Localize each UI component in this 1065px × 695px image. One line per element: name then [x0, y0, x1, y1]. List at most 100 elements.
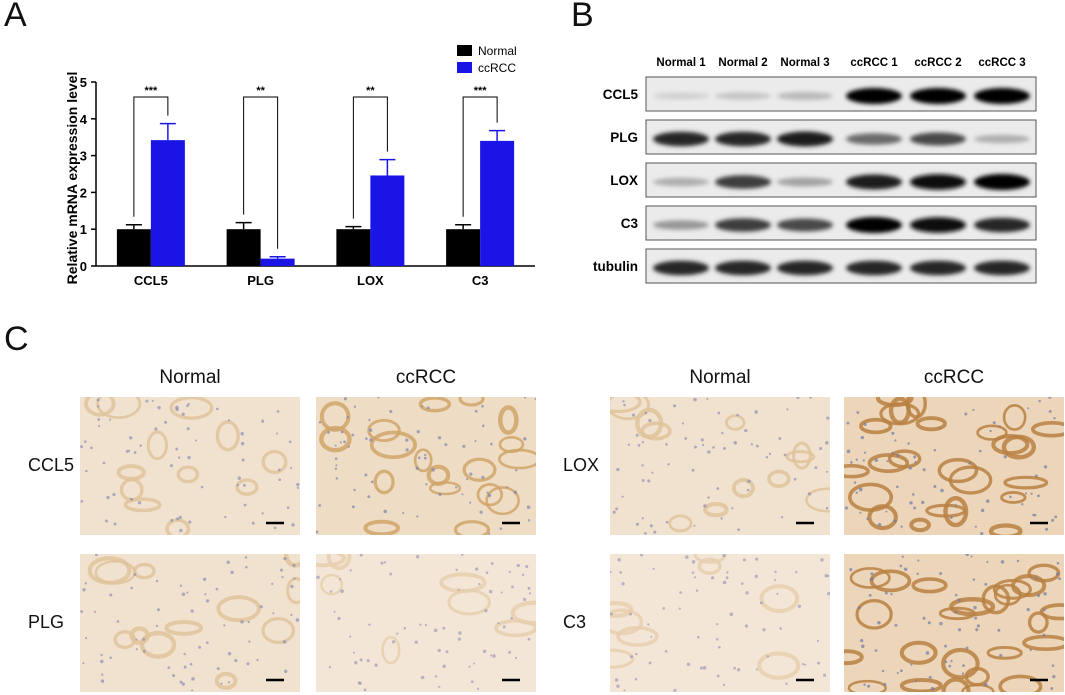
tubule: [976, 424, 1008, 441]
nucleus: [695, 589, 699, 592]
nucleus: [339, 578, 342, 581]
tubule: [792, 441, 812, 470]
tubule: [413, 448, 433, 473]
nucleus: [169, 464, 174, 468]
nucleus: [367, 495, 371, 499]
nucleus: [223, 624, 226, 627]
nucleus: [142, 649, 146, 653]
lane-label: ccRCC 1: [850, 57, 898, 69]
nucleus: [824, 574, 829, 578]
nucleus: [186, 404, 189, 408]
nucleus: [100, 679, 105, 683]
nucleus: [488, 532, 491, 535]
nucleus: [245, 565, 248, 569]
nucleus: [96, 398, 100, 402]
nucleus: [774, 578, 777, 581]
nucleus: [181, 412, 185, 416]
nucleus: [766, 655, 770, 658]
nucleus: [1009, 495, 1012, 499]
blot-band: [653, 92, 709, 100]
nucleus: [706, 397, 709, 400]
tubule: [1022, 634, 1064, 652]
nucleus: [720, 517, 723, 520]
nucleus: [206, 641, 209, 644]
blot-band: [777, 218, 833, 232]
nucleus: [236, 483, 239, 487]
nucleus: [508, 650, 512, 654]
nucleus: [1043, 592, 1047, 596]
nucleus: [181, 682, 185, 686]
bar-ccrcc-ccl5: [150, 140, 185, 266]
nucleus: [723, 446, 726, 450]
nucleus: [473, 662, 476, 665]
nucleus: [278, 478, 282, 482]
nucleus: [272, 612, 275, 615]
nucleus: [514, 656, 518, 660]
bar-normal-plg: [226, 229, 261, 266]
nucleus: [985, 499, 990, 503]
tubule: [1003, 475, 1049, 490]
nucleus: [286, 506, 290, 510]
tubule: [925, 503, 967, 518]
nucleus: [954, 610, 958, 614]
nucleus: [1037, 594, 1041, 598]
nucleus: [186, 591, 189, 594]
nucleus: [492, 654, 496, 658]
nucleus: [1003, 455, 1007, 459]
nucleus: [619, 571, 623, 574]
nucleus: [617, 558, 621, 562]
blot-band: [653, 220, 709, 230]
nucleus: [712, 446, 715, 449]
nucleus: [151, 399, 154, 402]
nucleus: [242, 483, 246, 487]
tubule: [731, 478, 755, 499]
blot-band: [715, 92, 771, 100]
x-tick-label: LOX: [357, 273, 384, 288]
nucleus: [461, 493, 464, 496]
nucleus: [849, 568, 853, 572]
nucleus: [629, 655, 634, 659]
nucleus: [179, 528, 183, 533]
nucleus: [890, 592, 893, 596]
y-tick-label: 3: [80, 149, 87, 164]
nucleus: [1051, 664, 1055, 667]
nucleus: [901, 555, 904, 558]
blot-strip: [645, 248, 1037, 284]
tubule: [510, 600, 536, 626]
x-tick-label: CCL5: [134, 273, 168, 288]
nucleus: [290, 466, 293, 470]
nucleus: [200, 485, 204, 489]
nucleus: [109, 656, 113, 660]
nucleus: [241, 458, 245, 462]
nucleus: [693, 397, 697, 402]
nucleus: [176, 517, 180, 521]
ihc-column-header: Normal: [689, 367, 751, 388]
nucleus: [869, 577, 874, 581]
nucleus: [678, 607, 681, 610]
nucleus: [877, 522, 882, 527]
nucleus: [438, 492, 442, 496]
nucleus: [703, 504, 707, 508]
nucleus: [644, 411, 648, 415]
nucleus: [825, 441, 829, 445]
nucleus: [954, 593, 958, 597]
nucleus: [992, 421, 996, 425]
nucleus: [129, 436, 133, 440]
ihc-column-header: ccRCC: [923, 367, 985, 388]
tubule: [859, 417, 893, 435]
nucleus: [939, 571, 943, 575]
nucleus: [339, 441, 342, 444]
nucleus: [499, 527, 503, 530]
nucleus: [964, 412, 968, 416]
nucleus: [337, 616, 341, 621]
nucleus: [780, 515, 784, 519]
protein-label-lox: LOX: [610, 173, 638, 188]
nucleus: [523, 397, 527, 399]
tubule: [235, 478, 259, 496]
nucleus: [965, 646, 969, 650]
tubule: [693, 554, 727, 564]
nucleus: [403, 626, 407, 630]
nucleus: [921, 500, 925, 505]
nucleus: [442, 626, 446, 630]
nucleus: [179, 584, 183, 587]
